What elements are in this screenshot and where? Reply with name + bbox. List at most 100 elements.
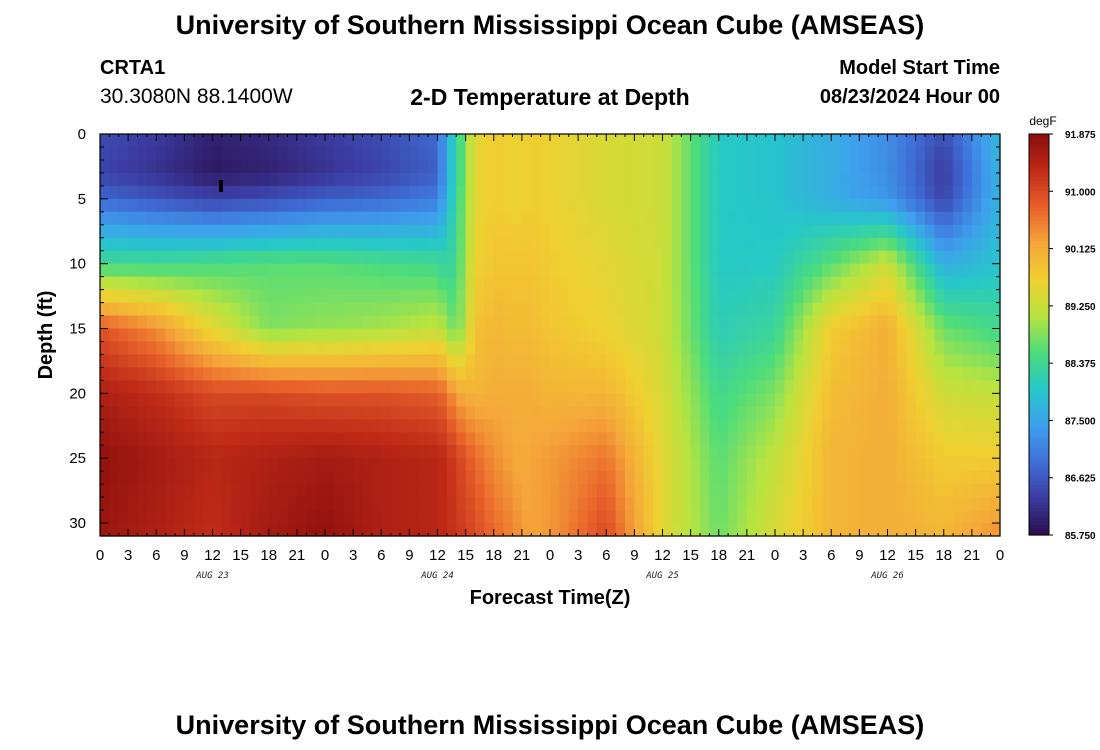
heatmap-cell <box>240 328 251 343</box>
heatmap-cell <box>943 198 954 213</box>
heatmap-cell <box>578 134 589 148</box>
y-tick-label: 25 <box>69 450 86 467</box>
x-tick-label: 18 <box>710 547 727 564</box>
heatmap-cell <box>212 432 223 446</box>
heatmap-cell <box>765 185 776 200</box>
heatmap-cell <box>915 341 926 356</box>
heatmap-cell <box>221 276 232 291</box>
heatmap-cell <box>175 458 185 472</box>
heatmap-cell <box>784 328 795 343</box>
heatmap-cell <box>456 419 467 433</box>
colorbar-segment <box>1029 274 1049 279</box>
heatmap-cell <box>175 289 185 304</box>
heatmap-cell <box>737 263 748 278</box>
heatmap-cell <box>615 471 626 485</box>
heatmap-cell <box>728 458 739 472</box>
heatmap-cell <box>578 224 589 239</box>
heatmap-cell <box>521 341 532 356</box>
x-tick-label: 0 <box>96 547 104 564</box>
heatmap-cell <box>793 250 804 265</box>
heatmap-cell <box>465 134 476 148</box>
heatmap-cell <box>756 224 767 239</box>
heatmap-cell <box>109 211 120 226</box>
heatmap-cell <box>765 172 776 187</box>
heatmap-cell <box>690 432 701 446</box>
heatmap-cell <box>362 146 373 161</box>
heatmap-cell <box>568 367 579 381</box>
colorbar-segment <box>1029 281 1049 285</box>
heatmap-cell <box>437 250 448 265</box>
heatmap-cell <box>625 211 635 226</box>
heatmap-cell <box>306 393 317 407</box>
heatmap-cell <box>981 224 992 239</box>
heatmap-cell <box>512 224 523 239</box>
heatmap-cell <box>137 523 148 537</box>
x-tick-label: 0 <box>546 547 554 564</box>
heatmap-cell <box>615 406 626 420</box>
heatmap-cell <box>334 497 345 511</box>
heatmap-cell <box>418 510 429 524</box>
heatmap-cell <box>540 354 551 369</box>
heatmap-cell <box>540 471 551 485</box>
heatmap-cell <box>737 134 748 148</box>
heatmap-cell <box>175 224 185 239</box>
heatmap-cell <box>381 224 392 239</box>
heatmap-cell <box>371 445 382 459</box>
heatmap-cell <box>643 432 654 446</box>
heatmap-cell <box>390 406 401 420</box>
heatmap-cell <box>175 211 185 226</box>
heatmap-cell <box>100 406 110 420</box>
heatmap-cell <box>559 237 570 252</box>
heatmap-cell <box>362 276 373 291</box>
heatmap-cell <box>137 250 148 265</box>
heatmap-cell <box>146 134 157 148</box>
heatmap-cell <box>221 159 232 174</box>
heatmap-cell <box>353 289 364 304</box>
heatmap-cell <box>887 134 898 148</box>
colorbar-segment <box>1029 494 1049 499</box>
heatmap-cell <box>109 471 120 485</box>
heatmap-cell <box>925 471 935 485</box>
heatmap-cell <box>700 471 710 485</box>
heatmap-cell <box>118 263 129 278</box>
heatmap-cell <box>409 367 420 381</box>
heatmap-cell <box>709 484 720 498</box>
heatmap-cell <box>671 302 682 317</box>
heatmap-cell <box>128 185 139 200</box>
heatmap-cell <box>334 302 345 317</box>
heatmap-cell <box>212 380 223 394</box>
heatmap-cell <box>587 523 598 537</box>
heatmap-cell <box>465 380 476 394</box>
heatmap-cell <box>915 406 926 420</box>
heatmap-cell <box>671 393 682 407</box>
heatmap-cell <box>259 237 270 252</box>
heatmap-cell <box>362 302 373 317</box>
heatmap-cell <box>531 445 542 459</box>
heatmap-cell <box>953 445 964 459</box>
x-tick-label: 9 <box>405 547 413 564</box>
heatmap-cell <box>456 134 467 148</box>
heatmap-cell <box>896 380 907 394</box>
heatmap-cell <box>212 393 223 407</box>
heatmap-cell <box>156 146 167 161</box>
heatmap-cell <box>765 510 776 524</box>
heatmap-cell <box>437 224 448 239</box>
heatmap-cell <box>550 224 560 239</box>
heatmap-cell <box>756 263 767 278</box>
heatmap-cell <box>756 432 767 446</box>
heatmap-cell <box>409 302 420 317</box>
heatmap-cell <box>165 263 176 278</box>
heatmap-cell <box>596 328 607 343</box>
heatmap-cell <box>278 393 289 407</box>
heatmap-cell <box>568 471 579 485</box>
heatmap-cell <box>550 211 560 226</box>
heatmap-cell <box>175 315 185 330</box>
heatmap-cell <box>306 328 317 343</box>
heatmap-cell <box>653 328 664 343</box>
heatmap-cell <box>475 328 485 343</box>
heatmap-cell <box>118 380 129 394</box>
heatmap-cell <box>475 237 485 252</box>
heatmap-cell <box>240 237 251 252</box>
heatmap-cell <box>803 302 814 317</box>
heatmap-cell <box>690 211 701 226</box>
